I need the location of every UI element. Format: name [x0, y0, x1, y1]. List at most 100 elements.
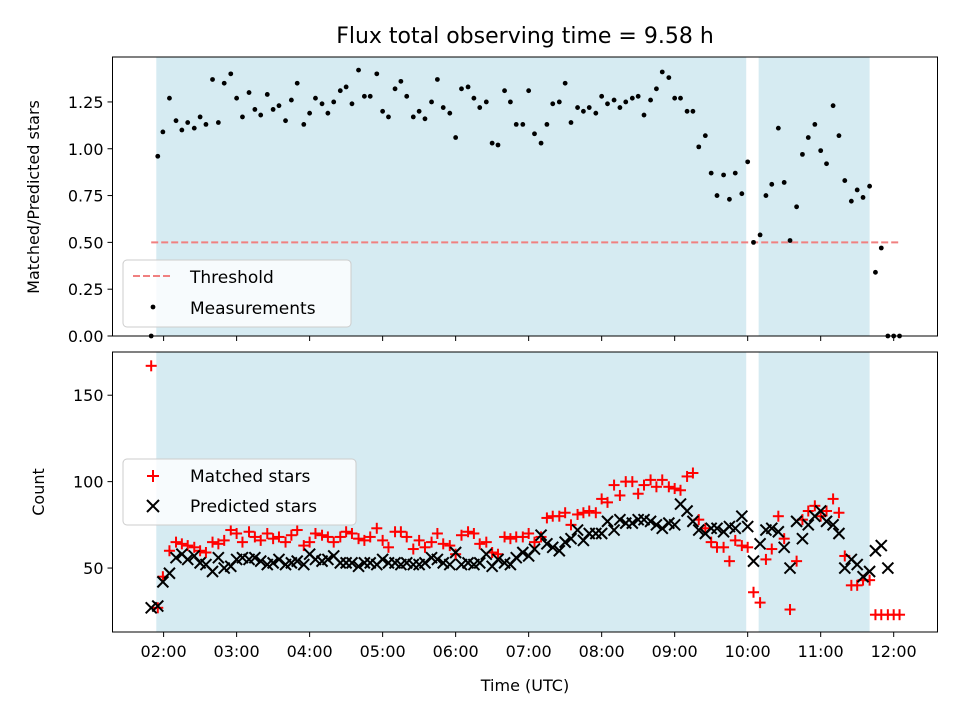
bottom-y-axis-label: Count — [29, 468, 48, 516]
matched-star-point — [249, 531, 261, 543]
matched-star-point — [280, 536, 292, 548]
measurement-point — [873, 269, 878, 275]
predicted-star-point — [838, 561, 851, 575]
matched-star-point — [754, 597, 766, 609]
measurement-point — [526, 88, 532, 94]
predicted-star-point — [206, 565, 219, 578]
predicted-star-point — [443, 558, 457, 571]
predicted-star-point — [358, 556, 371, 570]
measurement-point — [215, 120, 221, 125]
matched-star-point — [371, 522, 383, 534]
predicted-star-point — [345, 556, 359, 570]
predicted-star-point — [741, 520, 754, 533]
matched-star-point — [669, 483, 681, 495]
measurement-point — [270, 107, 276, 112]
matched-star-point — [504, 533, 516, 545]
predicted-star-point — [266, 556, 280, 570]
predicted-star-point — [863, 565, 876, 578]
measurement-point — [794, 204, 799, 210]
predicted-star-point — [491, 553, 505, 566]
measurement-point — [416, 108, 422, 114]
measurement-point — [769, 181, 775, 187]
predicted-star-point — [826, 518, 840, 532]
x-tick-label: 02:00 — [141, 642, 187, 661]
matched-star-point — [291, 524, 303, 536]
matched-star-point — [364, 531, 376, 543]
matched-star-point — [407, 543, 419, 555]
measurement-point — [246, 90, 252, 95]
matched-star-point — [431, 527, 443, 539]
measurement-point — [659, 69, 665, 75]
matched-star-point — [802, 505, 814, 517]
measurement-point — [878, 245, 884, 251]
matched-star-point — [614, 489, 626, 501]
matched-star-point — [212, 538, 224, 550]
matched-star-point — [419, 541, 431, 553]
matched-star-point — [455, 529, 467, 541]
measurement-point — [702, 133, 708, 139]
measurement-point — [860, 195, 866, 200]
matched-star-point — [499, 531, 511, 543]
matched-star-point — [645, 474, 657, 486]
measurement-point — [228, 71, 234, 77]
measurement-point — [386, 114, 391, 120]
x-tick-label: 10:00 — [725, 642, 771, 661]
matched-stars-points — [145, 360, 906, 621]
matched-star-point — [353, 533, 365, 545]
matched-star-point — [194, 545, 206, 557]
predicted-star-point — [431, 553, 444, 566]
matched-star-point — [152, 602, 164, 614]
measurement-point — [313, 95, 318, 101]
measurement-point — [453, 135, 459, 140]
measurement-point — [203, 122, 209, 127]
measurement-point — [787, 238, 793, 243]
matched-star-point — [285, 529, 297, 541]
matched-star-point — [395, 526, 407, 538]
x-tick-label: 03:00 — [214, 642, 260, 661]
matched-star-point — [784, 604, 796, 616]
measurement-point — [294, 80, 300, 86]
predicted-star-point — [163, 567, 176, 580]
measurement-point — [678, 95, 683, 101]
matched-star-point — [590, 507, 602, 519]
measurement-point — [252, 107, 258, 112]
measurement-point — [471, 95, 477, 101]
measurement-point — [447, 110, 453, 116]
measurement-point — [611, 97, 617, 103]
measurement-point — [727, 196, 732, 202]
measurement-point — [155, 153, 161, 159]
matched-star-point — [340, 526, 352, 538]
legend-predicted-label: Predicted stars — [190, 497, 317, 517]
measurement-point — [513, 122, 519, 127]
y-tick-label: 50 — [83, 559, 103, 578]
matched-star-point — [377, 534, 389, 546]
matched-star-point — [200, 546, 212, 558]
measurement-point — [605, 101, 610, 107]
predicted-star-point — [181, 553, 194, 566]
matched-star-point — [273, 531, 285, 543]
predicted-star-point — [668, 518, 681, 532]
predicted-star-point — [151, 599, 164, 613]
matched-star-point — [444, 540, 456, 552]
predicted-star-point — [339, 556, 353, 570]
measurement-point — [483, 99, 489, 105]
measurement-point — [745, 159, 751, 165]
measurement-point — [586, 105, 592, 110]
y-tick-label: 0.00 — [68, 327, 104, 346]
top-legend-box — [122, 259, 352, 328]
shaded-interval-1 — [758, 352, 870, 632]
matched-star-point — [656, 474, 668, 486]
matched-star-point — [766, 543, 778, 555]
matched-star-point — [176, 538, 188, 550]
predicted-star-point — [814, 504, 827, 518]
legend-matched-label: Matched stars — [190, 467, 310, 487]
measurement-point — [191, 125, 197, 131]
predicted-star-point — [729, 522, 742, 535]
measurement-point — [599, 93, 605, 99]
bottom-legend: Matched stars Predicted stars — [122, 458, 357, 526]
predicted-star-point — [753, 537, 767, 551]
y-tick-label: 0.25 — [68, 280, 104, 299]
measurement-point — [641, 112, 647, 118]
matched-star-point — [170, 536, 182, 548]
